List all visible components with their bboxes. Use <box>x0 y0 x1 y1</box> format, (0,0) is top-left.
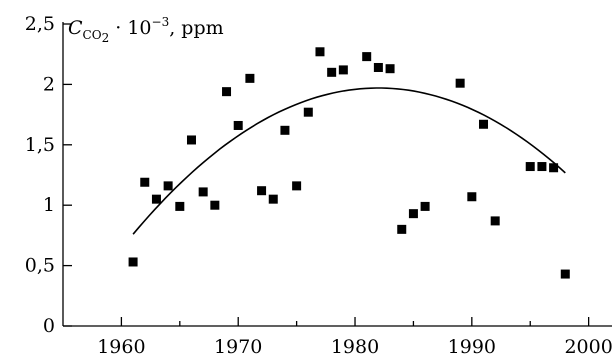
data-point <box>549 163 559 173</box>
data-point <box>560 269 570 279</box>
x-axis: 19601970198019902000г. <box>63 317 613 358</box>
data-point <box>163 181 173 191</box>
data-point <box>338 65 348 75</box>
data-point <box>257 186 267 196</box>
y-tick-label: 0,5 <box>25 255 55 277</box>
x-tick-label: 2000 <box>564 336 612 358</box>
y-axis-subscript2: 2 <box>102 31 110 45</box>
x-tick-label: 1960 <box>97 336 145 358</box>
data-point <box>175 201 185 211</box>
data-point <box>397 224 407 234</box>
data-point <box>525 162 535 172</box>
x-tick-label: 1980 <box>331 336 379 358</box>
data-point <box>140 177 150 187</box>
data-point <box>210 200 220 210</box>
data-point <box>490 216 500 226</box>
data-point <box>303 107 313 117</box>
y-axis-times: · 10 <box>109 17 151 39</box>
data-point <box>280 125 290 135</box>
data-point <box>233 120 243 130</box>
y-tick-label: 1 <box>43 194 55 216</box>
y-axis-exponent: −3 <box>152 15 170 29</box>
data-point <box>151 194 161 204</box>
data-point <box>186 135 196 145</box>
data-point <box>292 181 302 191</box>
data-point <box>198 187 208 197</box>
data-point <box>373 62 383 72</box>
data-point <box>385 64 395 74</box>
data-point <box>245 73 255 83</box>
y-tick-label: 2,5 <box>25 13 55 35</box>
data-point <box>268 194 278 204</box>
y-tick-label: 1,5 <box>25 134 55 156</box>
data-points <box>128 47 570 279</box>
trend-curve <box>132 87 566 235</box>
y-axis-title: CCO2 · 10−3, ppm <box>68 15 224 45</box>
y-axis-subscript: CO <box>83 28 102 42</box>
data-point <box>128 257 138 267</box>
data-point <box>467 192 477 202</box>
data-point <box>420 201 430 211</box>
y-ticks: 0 0,5 1 1,5 2 2,5 <box>25 13 72 337</box>
y-tick-label: 0 <box>43 315 55 337</box>
data-point <box>455 78 465 88</box>
x-tick-label: 1970 <box>214 336 262 358</box>
y-axis: 0 0,5 1 1,5 2 2,5 <box>25 13 72 337</box>
data-point <box>537 162 547 172</box>
x-ticks: 19601970198019902000г. <box>97 317 613 358</box>
data-point <box>327 67 337 77</box>
data-point <box>362 52 372 62</box>
x-tick-label: 1990 <box>448 336 496 358</box>
y-tick-label: 2 <box>43 73 55 95</box>
y-axis-symbol: C <box>68 17 83 39</box>
data-point <box>479 119 489 129</box>
y-axis-unit: , ppm <box>169 17 223 39</box>
data-point <box>222 87 232 97</box>
data-point <box>315 47 325 57</box>
data-point <box>408 209 418 219</box>
